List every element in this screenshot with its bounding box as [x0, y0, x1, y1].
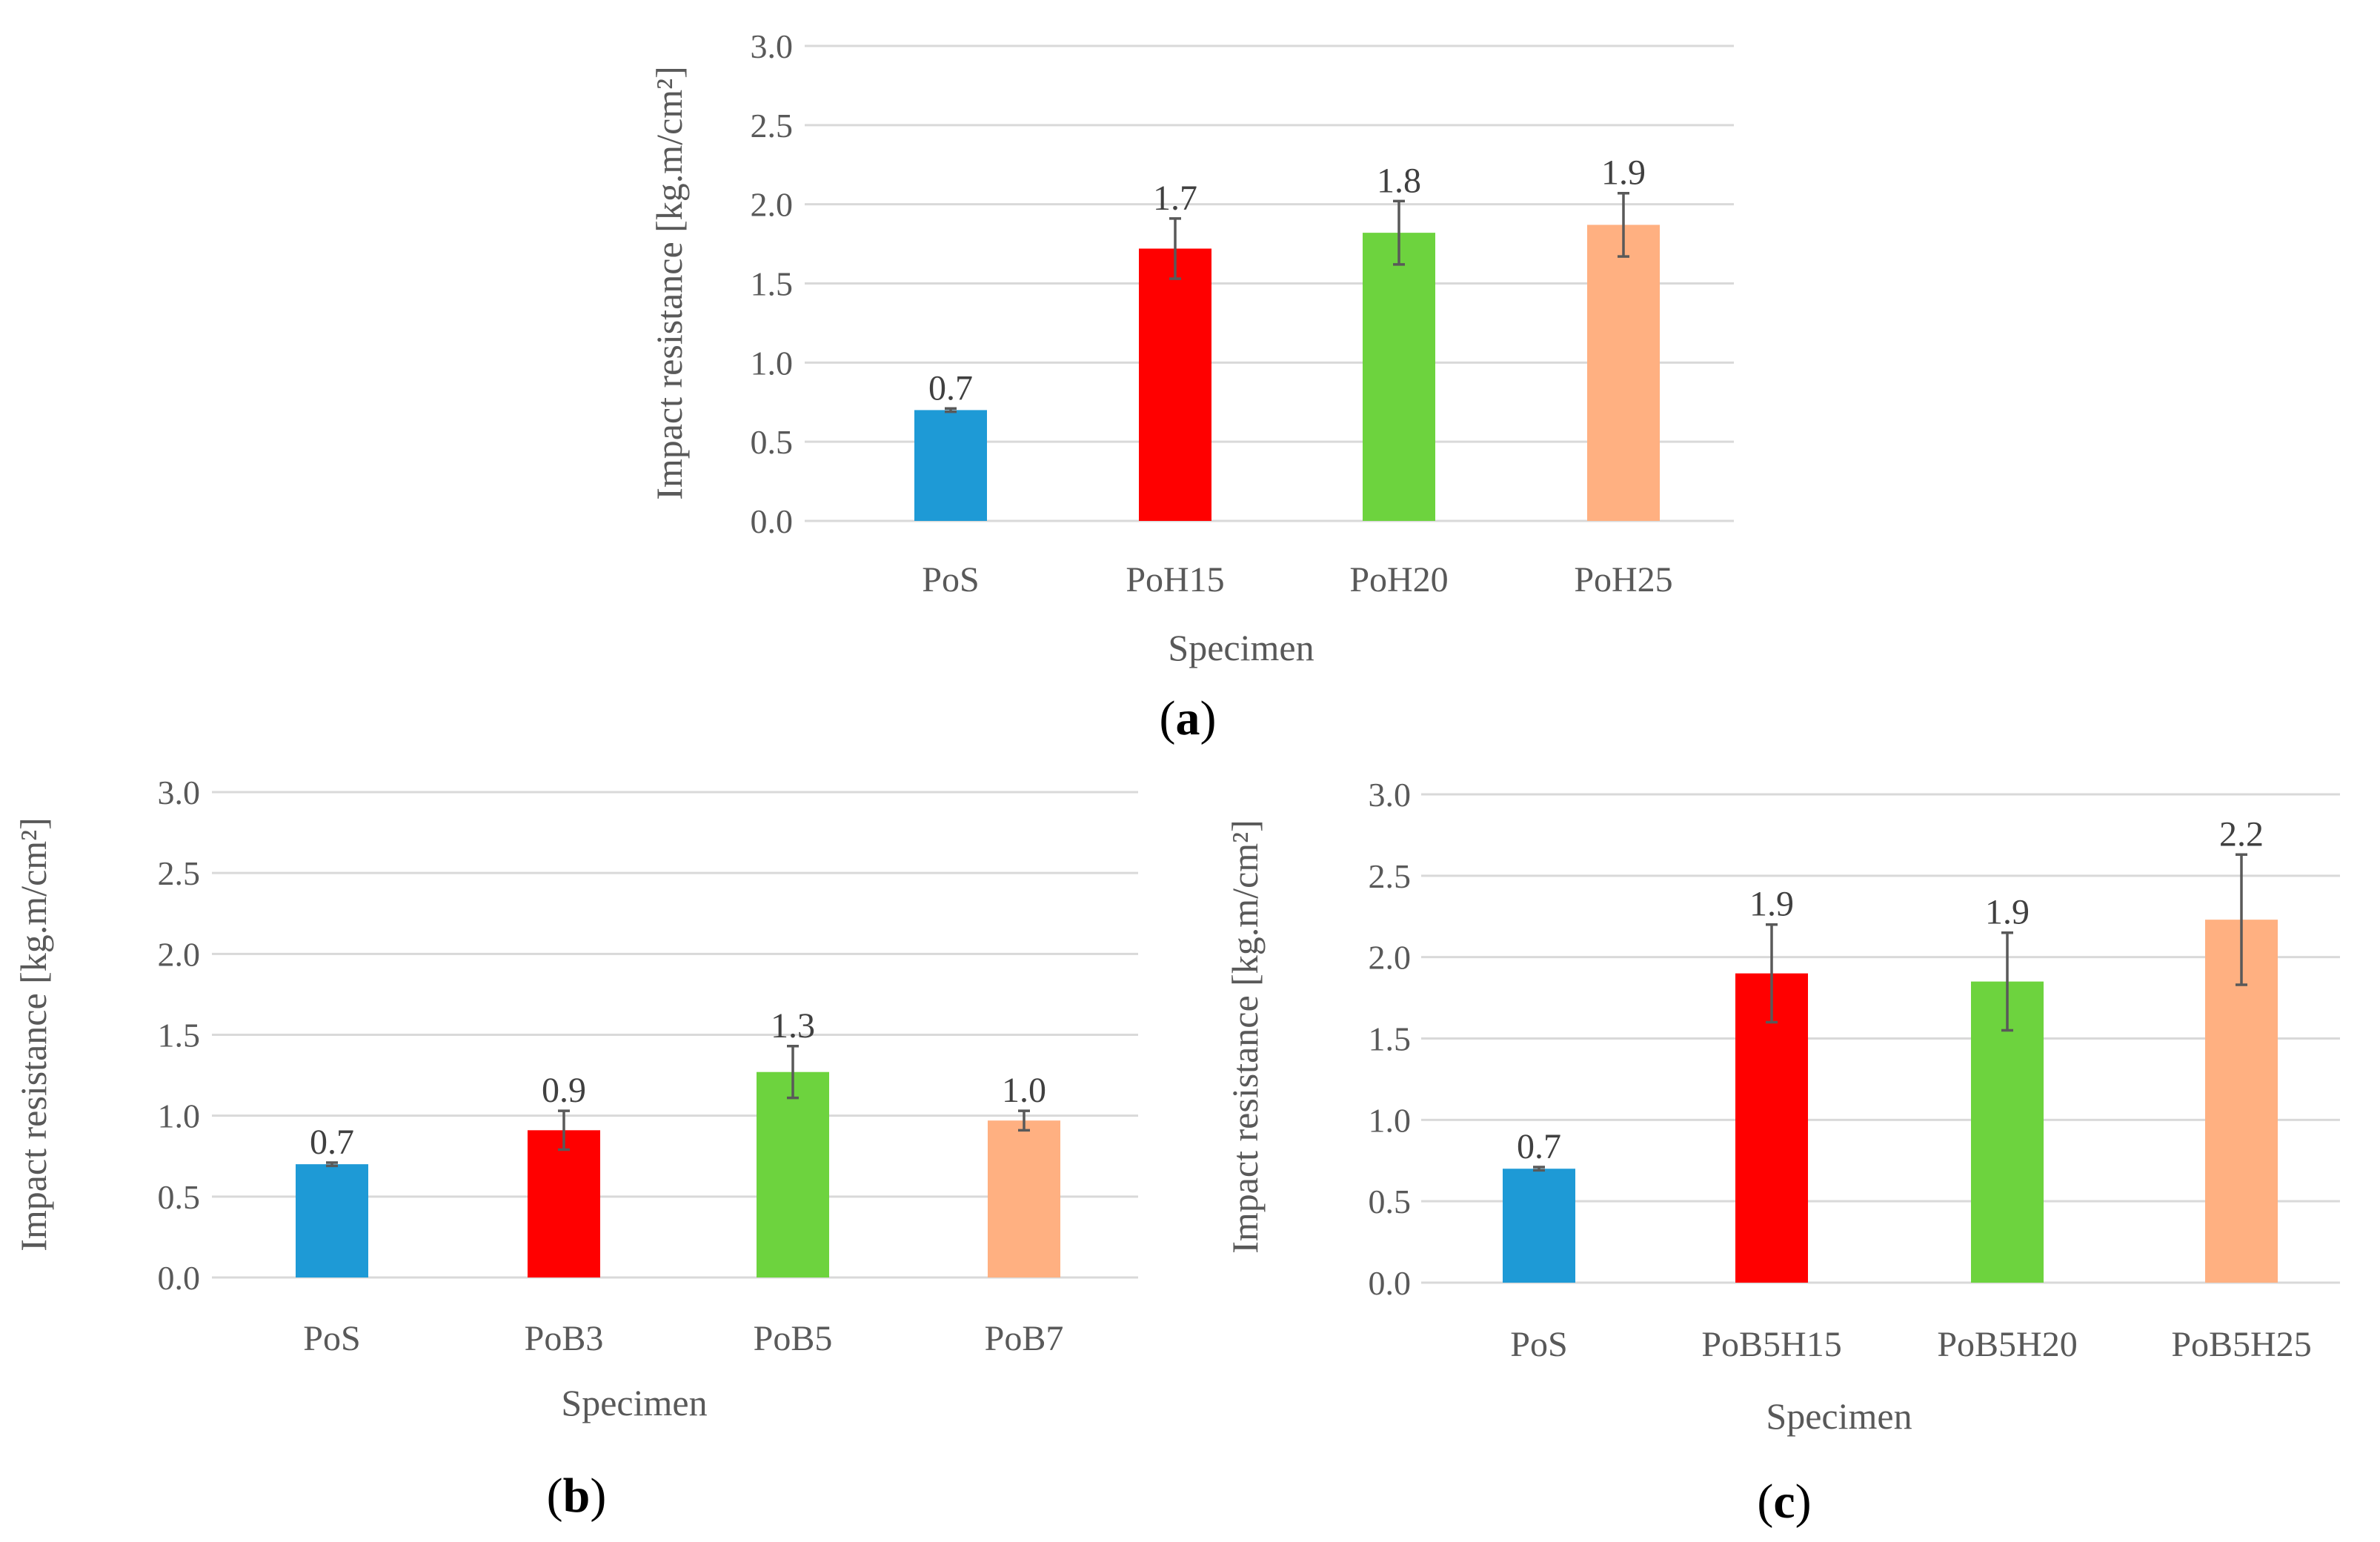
y-axis-title: Impact resistance [kg.m/cm²] — [13, 817, 54, 1252]
y-tick-label: 1.5 — [751, 265, 794, 303]
x-tick-label: PoB5 — [754, 1319, 833, 1358]
data-label: 1.8 — [1377, 161, 1421, 200]
y-tick-label: 1.0 — [1369, 1101, 1412, 1139]
y-tick-label: 1.5 — [158, 1017, 201, 1054]
panel-caption: (a) — [1160, 691, 1217, 745]
error-bar — [2236, 853, 2247, 986]
bar-poh20 — [1363, 233, 1435, 521]
data-label: 1.9 — [1601, 153, 1646, 193]
y-tick-label: 2.0 — [751, 186, 794, 224]
y-tick-label: 1.5 — [1369, 1020, 1412, 1058]
x-tick-label: PoS — [922, 560, 979, 599]
error-bar — [1169, 217, 1181, 280]
bar-pos — [914, 410, 987, 521]
bar-pob5h15 — [1735, 973, 1808, 1283]
y-tick-label: 0.5 — [1369, 1183, 1412, 1220]
x-tick-label: PoB5H20 — [1937, 1325, 2077, 1364]
y-tick-label: 0.5 — [751, 423, 794, 461]
data-label: 0.7 — [928, 368, 973, 408]
error-bar — [787, 1045, 799, 1100]
y-tick-label: 2.0 — [158, 935, 201, 973]
error-bar — [2001, 931, 2013, 1032]
data-label: 2.2 — [2219, 814, 2264, 854]
bar-pob5h20 — [1971, 981, 2044, 1283]
y-tick-label: 0.0 — [751, 502, 794, 540]
panel-letter: b — [563, 1469, 591, 1523]
error-bar — [1533, 1166, 1545, 1172]
x-axis-title: Specimen — [561, 1382, 707, 1423]
error-bar — [1393, 199, 1405, 266]
error-bar — [1018, 1109, 1030, 1132]
x-tick-label: PoB5H25 — [2171, 1325, 2311, 1364]
data-label: 1.3 — [771, 1006, 815, 1046]
panel-caption: (b) — [547, 1469, 607, 1523]
panel-letter: a — [1176, 691, 1200, 745]
bar-pos — [296, 1164, 368, 1277]
y-tick-label: 1.0 — [751, 344, 794, 382]
error-bar — [945, 407, 957, 413]
bar-poh25 — [1587, 225, 1660, 521]
data-label: 1.9 — [1985, 893, 2030, 932]
data-label: 1.7 — [1153, 179, 1197, 218]
y-tick-label: 0.0 — [1369, 1264, 1412, 1302]
panel-caption: (c) — [1757, 1475, 1811, 1529]
x-tick-label: PoB5H15 — [1701, 1325, 1841, 1364]
x-tick-label: PoH15 — [1126, 560, 1224, 599]
y-tick-label: 3.0 — [751, 27, 794, 65]
panel-letter: c — [1773, 1475, 1795, 1529]
x-tick-label: PoB3 — [525, 1319, 604, 1358]
bar-pob7 — [988, 1120, 1060, 1277]
data-label: 0.7 — [1517, 1127, 1561, 1166]
x-tick-label: PoS — [1510, 1325, 1567, 1364]
y-axis-title: Impact resistance [kg.m/cm²] — [1224, 820, 1266, 1254]
chart-panel-a: 0.0 0.5 1.0 1.5 2.0 2.5 3.0 0.7 PoS 1.7 PoH15 1.8 Po… — [648, 27, 1734, 745]
bar-pob5 — [757, 1071, 829, 1277]
y-tick-label: 2.0 — [1369, 939, 1412, 977]
y-tick-label: 3.0 — [1369, 776, 1412, 814]
error-bar — [326, 1161, 338, 1168]
x-tick-label: PoH25 — [1574, 560, 1672, 599]
x-axis-title: Specimen — [1766, 1395, 1912, 1437]
chart-panel-c: 0.0 0.5 1.0 1.5 2.0 2.5 3.0 0.7 PoS 1.9 PoB5H15 1.9… — [1224, 776, 2340, 1529]
bar-pos — [1503, 1169, 1575, 1283]
y-tick-label: 2.5 — [1369, 857, 1412, 895]
bar-pob3 — [528, 1130, 600, 1277]
y-tick-label: 2.5 — [158, 854, 201, 892]
data-label: 1.9 — [1749, 885, 1794, 924]
x-tick-label: PoB7 — [985, 1319, 1064, 1358]
y-tick-label: 2.5 — [751, 107, 794, 144]
x-tick-label: PoS — [303, 1319, 360, 1358]
data-label: 0.7 — [310, 1123, 354, 1162]
y-tick-label: 0.5 — [158, 1178, 201, 1216]
y-tick-label: 0.0 — [158, 1259, 201, 1297]
x-axis-title: Specimen — [1168, 627, 1314, 668]
chart-panel-b: 0.0 0.5 1.0 1.5 2.0 2.5 3.0 0.7 PoS 0.9 PoB3 1.3 PoB… — [13, 774, 1138, 1523]
y-tick-label: 1.0 — [158, 1097, 201, 1135]
error-bar — [1766, 923, 1778, 1024]
data-label: 1.0 — [1002, 1071, 1046, 1110]
error-bar — [1618, 191, 1629, 258]
bar-poh15 — [1139, 248, 1211, 521]
x-tick-label: PoH20 — [1349, 560, 1448, 599]
error-bar — [558, 1109, 570, 1151]
y-axis-title: Impact resistance [kg.m/cm²] — [648, 66, 690, 500]
y-tick-label: 3.0 — [158, 774, 201, 811]
data-label: 0.9 — [542, 1071, 586, 1110]
